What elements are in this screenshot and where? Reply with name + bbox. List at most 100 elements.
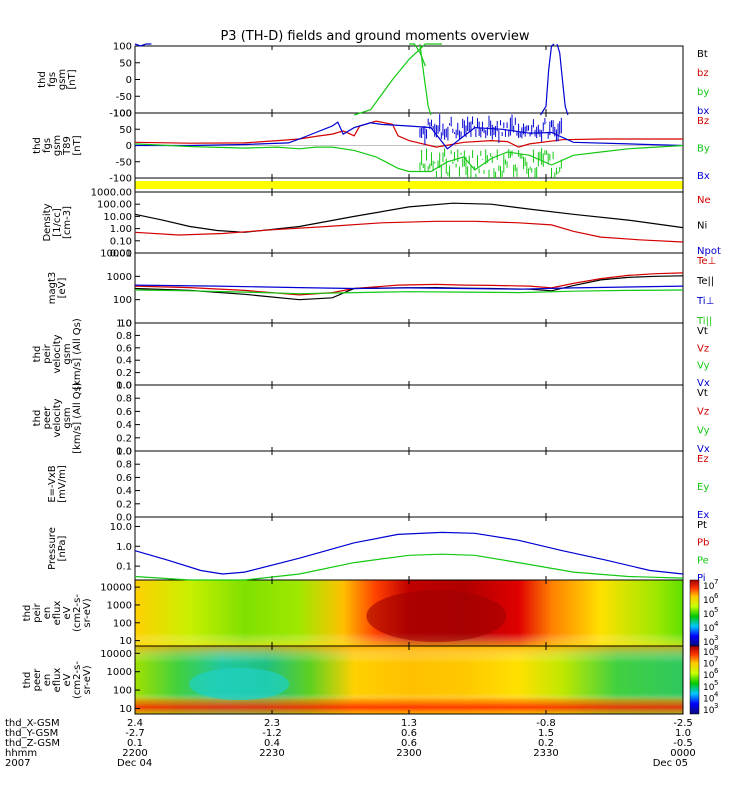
ytick-label: 1000 — [107, 600, 132, 611]
colorbar-label: 10 — [703, 683, 715, 693]
ytick-label: 10000 — [100, 583, 132, 594]
legend-entry: Pe — [697, 555, 709, 566]
colorbar-exponent: 6 — [714, 592, 719, 600]
colorbar-label: 10 — [703, 610, 715, 620]
panel-ylabel: [1/cc] — [52, 208, 63, 237]
legend-entry: Vx — [697, 378, 710, 389]
legend-entry: Ne — [697, 195, 711, 206]
axis-tick-value: -0.5 — [673, 738, 693, 749]
panel-ylabel: [km/s] (All Qs) — [72, 318, 83, 390]
colorbar-label: 10 — [703, 706, 715, 716]
ytick-label: 0.6 — [116, 407, 132, 418]
ytick-label: 1000 — [107, 272, 132, 283]
panel-ylabel: [nT] — [67, 69, 78, 89]
ytick-label: 0.2 — [116, 499, 132, 510]
legend-entry: Pb — [697, 538, 709, 549]
ytick-label: 0.1 — [116, 562, 132, 573]
ytick-label: 50 — [119, 58, 132, 69]
ytick-label: 100 — [113, 686, 132, 697]
ytick-label: -50 — [116, 92, 132, 103]
axis-tick-value: 2300 — [396, 748, 421, 759]
ytick-label: -100 — [109, 174, 132, 185]
ytick-label: 10000 — [100, 649, 132, 660]
panel-ylabel: [nPa] — [57, 535, 68, 561]
panel-frame-0 — [134, 45, 684, 114]
legend-entry: Ni — [697, 221, 707, 232]
legend-entry: Ti⊥ — [696, 296, 714, 307]
legend-entry: Pt — [697, 520, 707, 531]
axis-tick-value: 1.3 — [401, 718, 417, 729]
axis-tick-value: -2.7 — [125, 728, 145, 739]
ytick-label: 0.6 — [116, 473, 132, 484]
colorbar-exponent: 5 — [714, 679, 718, 687]
colorbar-label: 10 — [703, 582, 715, 592]
ytick-label: 100 — [113, 295, 132, 306]
colorbar-exponent: 6 — [714, 667, 719, 675]
legend-entry: Te⊥ — [696, 256, 716, 267]
panel-ylabel: fgs — [47, 72, 58, 87]
colorbar-exponent: 8 — [714, 644, 718, 652]
colorbar-label: 10 — [703, 624, 715, 634]
ytick-label: 0.10 — [110, 236, 132, 247]
colorbar-label: 10 — [703, 648, 715, 658]
axis-tick-value: 0.2 — [538, 738, 554, 749]
series-line-p1-2 — [134, 143, 684, 173]
panel-ylabel: thd — [22, 605, 33, 622]
axis-tick-value: 0.1 — [127, 738, 143, 749]
axis-tick-value: 0.6 — [401, 738, 417, 749]
legend-entry: Vt — [697, 326, 708, 337]
series-line-p1-0 — [134, 120, 683, 148]
legend-entry: Pi — [697, 573, 706, 584]
ytick-label: 10 — [119, 636, 132, 647]
axis-tick-value: -0.8 — [536, 718, 556, 729]
axis-row-label: 2007 — [5, 758, 30, 769]
ytick-label: 1.0 — [116, 381, 132, 392]
axis-tick-value: 0.4 — [264, 738, 280, 749]
axis-row-label: hhmm — [5, 748, 37, 759]
panel-ylabel: (cm2-s- — [72, 661, 83, 699]
ytick-label: 10 — [119, 704, 132, 715]
ytick-label: 1.0 — [116, 447, 132, 458]
panel-ylabel: gsm — [52, 135, 63, 156]
panel-ylabel: fgs — [42, 138, 53, 153]
colorbar — [689, 579, 700, 647]
panel-ylabel: (cm2-s- — [72, 594, 83, 632]
legend-entry: Bt — [697, 49, 708, 60]
axis-row-label: thd_Z-GSM — [5, 738, 60, 749]
panel-frame-7 — [134, 450, 684, 518]
axis-tick-value: Dec 05 — [653, 758, 688, 769]
panel-ylabel: gsm — [57, 69, 68, 90]
axis-tick-value: 2230 — [259, 748, 284, 759]
panel-ylabel: en — [42, 674, 53, 687]
series-line-p0-4 — [539, 43, 555, 116]
panel-ylabel: Pressure — [47, 527, 58, 570]
colorbar-exponent: 4 — [714, 690, 719, 698]
series-line-p0-2 — [409, 43, 426, 67]
panel-frame-8 — [134, 516, 684, 581]
colorbar-exponent: 3 — [714, 634, 718, 642]
axis-tick-value: -2.5 — [673, 718, 693, 729]
ytick-label: 0.01 — [110, 249, 132, 260]
panel-ylabel: [mV/m] — [57, 465, 68, 503]
panel-ylabel: eflux — [52, 668, 63, 693]
ytick-label: 10 — [119, 319, 132, 330]
panel-ylabel: thd — [32, 137, 43, 154]
panel-ylabel: T89 — [62, 136, 73, 156]
axis-tick-value: 1.5 — [538, 728, 554, 739]
legend-entry: Vx — [697, 444, 710, 455]
axis-tick-value: 2330 — [533, 748, 558, 759]
colorbar-label: 10 — [703, 671, 715, 681]
ytick-label: 0.4 — [116, 486, 132, 497]
panel-ylabel: Density — [42, 203, 53, 241]
series-line-p4-2 — [134, 284, 684, 290]
legend-entry: Te|| — [696, 276, 714, 287]
axis-row-label: thd_X-GSM — [5, 718, 60, 729]
ytick-label: 10.0 — [110, 522, 132, 533]
panel-ylabel: eV — [62, 606, 73, 619]
series-line-p4-3 — [134, 289, 684, 295]
ytick-label: 0.4 — [116, 420, 132, 431]
panel-ylabel: magt3 — [47, 272, 58, 305]
legend-entry: bx — [697, 106, 709, 117]
ytick-label: 10.00 — [103, 212, 132, 223]
panel-ylabel: eflux — [52, 601, 63, 626]
